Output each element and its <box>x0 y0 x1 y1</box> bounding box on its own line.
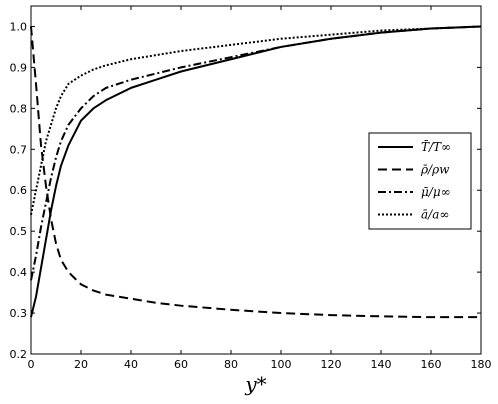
legend-box <box>368 132 472 230</box>
x-tick-label: 100 <box>271 358 292 371</box>
series-line-4 <box>30 25 482 215</box>
x-tick-label: 140 <box>371 358 392 371</box>
x-axis-title: y* <box>244 372 266 396</box>
y-tick-label: 0.2 <box>10 348 28 361</box>
y-tick-label: 1.0 <box>10 20 28 33</box>
x-tick-label: 180 <box>471 358 492 371</box>
plot-frame <box>30 5 482 355</box>
legend-label: T̄/T∞ <box>421 139 451 154</box>
y-tick-label: 0.3 <box>10 307 28 320</box>
y-tick-label: 0.5 <box>10 225 28 238</box>
ticks-layer: 0 20 40 60 80 100 120 140 160 180 0.2 0.3 0.4 0.5 0.6 0… <box>10 6 492 371</box>
series-line-2 <box>30 26 481 319</box>
x-tick-label: 120 <box>321 358 342 371</box>
x-tick-label: 40 <box>124 358 138 371</box>
series-layer <box>30 25 482 319</box>
y-tick-label: 0.4 <box>10 266 28 279</box>
legend-label: μ̄/μ∞ <box>421 185 451 199</box>
legend: T̄/T∞ ρ̄/ρw μ̄/μ∞ ā/a∞ <box>368 132 472 230</box>
series-line-3 <box>30 25 482 281</box>
x-tick-label: 60 <box>174 358 188 371</box>
y-tick-label: 0.9 <box>10 61 28 74</box>
x-tick-label: 0 <box>28 358 35 371</box>
x-tick-label: 160 <box>421 358 442 371</box>
legend-label: ρ̄/ρw <box>420 163 450 177</box>
x-tick-label: 20 <box>74 358 88 371</box>
y-tick-label: 0.7 <box>10 143 28 156</box>
y-tick-label: 0.8 <box>10 102 28 115</box>
x-tick-label: 80 <box>224 358 238 371</box>
legend-label: ā/a∞ <box>421 208 449 222</box>
y-tick-label: 0.6 <box>10 184 28 197</box>
